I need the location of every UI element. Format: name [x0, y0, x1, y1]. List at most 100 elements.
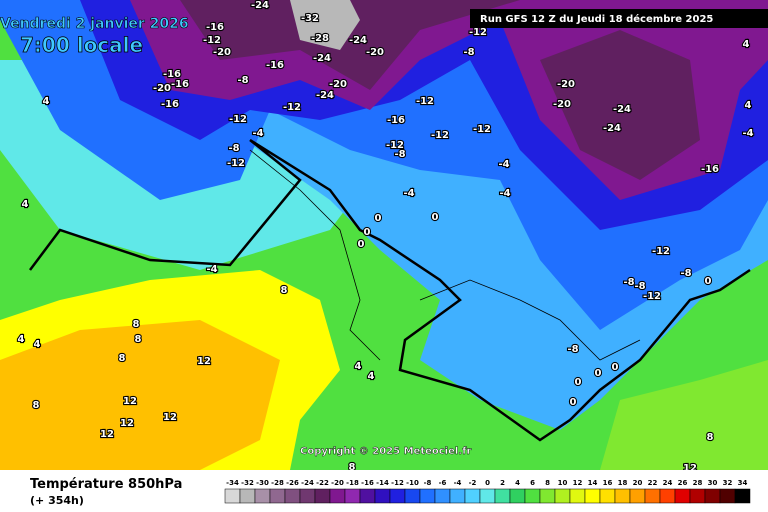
scale-swatch [284, 488, 301, 504]
contour-label: 8 [281, 285, 288, 296]
scale-label: -32 [241, 479, 254, 487]
contour-label: -12 [643, 291, 661, 302]
scale-label: -6 [439, 479, 447, 487]
scale-swatch [599, 488, 616, 504]
scale-label: 18 [618, 479, 628, 487]
contour-label: -20 [553, 99, 571, 110]
scale-swatch [344, 488, 361, 504]
scale-swatch [584, 488, 601, 504]
scale-swatch [524, 488, 541, 504]
scale-swatch [419, 488, 436, 504]
scale-label: 24 [663, 479, 673, 487]
contour-label: -20 [329, 79, 347, 90]
contour-label: -12 [473, 124, 491, 135]
contour-label: 12 [197, 356, 211, 367]
coastline [249, 149, 641, 361]
contour-label: -4 [252, 128, 263, 139]
scale-label: -2 [469, 479, 477, 487]
contour-label: 4 [43, 96, 50, 107]
contour-label: 0 [364, 227, 371, 238]
scale-label: 28 [693, 479, 703, 487]
scale-label: 10 [558, 479, 568, 487]
contour-label: 0 [705, 276, 712, 287]
contour-label: 8 [33, 400, 40, 411]
contour-label: -12 [386, 140, 404, 151]
scale-swatch [479, 488, 496, 504]
contour-label: 0 [432, 212, 439, 223]
contour-label: -20 [153, 83, 171, 94]
scale-label: 22 [648, 479, 658, 487]
color-scale: -34 -32 -30 -28 -26 -24 -22 -20 -18 -16 -14 -12 -10-… [224, 479, 751, 504]
contour-label: -8 [567, 344, 578, 355]
contour-label: 4 [368, 371, 375, 382]
contour-label: 12 [100, 429, 114, 440]
scale-label: 6 [530, 479, 535, 487]
scale-label: -12 [391, 479, 404, 487]
scale-swatch [494, 488, 511, 504]
cold-area [180, 0, 700, 180]
contour-label: -32 [301, 13, 319, 24]
contour-label: -16 [171, 79, 189, 90]
scale-label: 8 [545, 479, 550, 487]
scale-label: -4 [454, 479, 462, 487]
scale-label: 26 [678, 479, 688, 487]
scale-label: 32 [723, 479, 733, 487]
warm-area [0, 320, 280, 470]
cold-area [290, 0, 360, 50]
run-info: Run GFS 12 Z du Jeudi 18 décembre 2025 [480, 13, 713, 25]
scale-label: -30 [256, 479, 269, 487]
contour-label: -24 [251, 0, 269, 11]
forecast-date: Vendredi 2 janvier 2026 [0, 16, 189, 32]
contour-label: -8 [623, 277, 634, 288]
lead-time: (+ 354h) [30, 494, 84, 507]
scale-label: 4 [515, 479, 520, 487]
contour-label: 0 [358, 239, 365, 250]
scale-swatch [734, 488, 751, 504]
contour-label: -16 [163, 69, 181, 80]
scale-swatch [239, 488, 256, 504]
contour-label: 0 [612, 362, 619, 373]
contour-label: -16 [206, 22, 224, 33]
scale-swatch [644, 488, 661, 504]
contour-label: -16 [266, 60, 284, 71]
scale-label: 16 [603, 479, 613, 487]
forecast-time: 7:00 locale [20, 33, 143, 57]
contour-label: 4 [34, 339, 41, 350]
contour-label: 8 [119, 353, 126, 364]
warm-area [600, 360, 768, 470]
contour-label: -12 [416, 96, 434, 107]
scale-swatch [404, 488, 421, 504]
contour-label: -12 [469, 27, 487, 38]
scale-swatch [614, 488, 631, 504]
scale-label: 2 [500, 479, 505, 487]
scale-swatch [329, 488, 346, 504]
scale-label: 30 [708, 479, 718, 487]
contour-label: 12 [123, 396, 137, 407]
run-box [470, 9, 768, 28]
copyright: Copyright © 2025 Meteociel.fr [300, 446, 471, 457]
contour-label: 4 [355, 361, 362, 372]
scale-swatch [389, 488, 406, 504]
contour-label: -8 [680, 268, 691, 279]
scale-label: -18 [346, 479, 359, 487]
scale-label: -24 [301, 479, 314, 487]
contour-label: 12 [120, 418, 134, 429]
scale-swatch [299, 488, 316, 504]
scale-swatch [314, 488, 331, 504]
contour-label: 4 [18, 334, 25, 345]
contour-label: -4 [206, 264, 217, 275]
contour-label: -28 [311, 33, 329, 44]
contour-label: -20 [213, 47, 231, 58]
scale-swatch [704, 488, 721, 504]
scale-swatch [269, 488, 286, 504]
contour-label: -24 [603, 123, 621, 134]
scale-label: 34 [738, 479, 748, 487]
scale-swatch [569, 488, 586, 504]
contour-label: -12 [227, 158, 245, 169]
scale-swatch [659, 488, 676, 504]
map: -16-12-20-16-24-28-32-24-20-24-20-24-16-… [0, 0, 768, 475]
scale-swatch [539, 488, 556, 504]
contour-label: -16 [387, 115, 405, 126]
contour-label: -24 [313, 53, 331, 64]
